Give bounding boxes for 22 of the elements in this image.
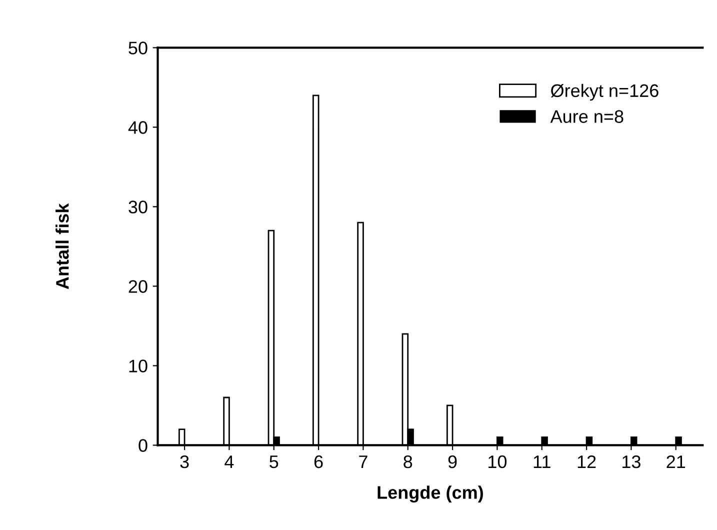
x-tick-label: 4 [224, 456, 234, 468]
legend-label: Aure n=8 [550, 110, 624, 123]
x-tick-label: 12 [578, 455, 596, 468]
y-tick-label: 0 [138, 439, 148, 452]
y-tick-label: 50 [128, 42, 148, 54]
x-tick-label: 6 [314, 455, 323, 468]
x-tick-label: 21 [666, 455, 686, 468]
x-tick-label: 3 [180, 455, 189, 468]
y-tick-label: 20 [128, 280, 148, 293]
x-tick-label: 9 [448, 455, 457, 468]
y-tick-label: 30 [128, 200, 148, 214]
x-axis-title: Lengde (cm) [378, 486, 483, 503]
x-tick-label: 13 [622, 455, 640, 468]
x-tick-label: 5 [270, 456, 278, 468]
y-axis-title: Antall fisk [56, 203, 69, 290]
legend-label: Ørekyt n=126 [550, 84, 658, 101]
x-tick-label: 10 [488, 455, 507, 468]
y-tick-label: 10 [129, 360, 148, 372]
y-tick-label: 40 [128, 121, 148, 134]
x-tick-label: 7 [359, 456, 368, 468]
x-tick-label: 11 [534, 456, 550, 468]
x-tick-label: 8 [404, 455, 412, 468]
